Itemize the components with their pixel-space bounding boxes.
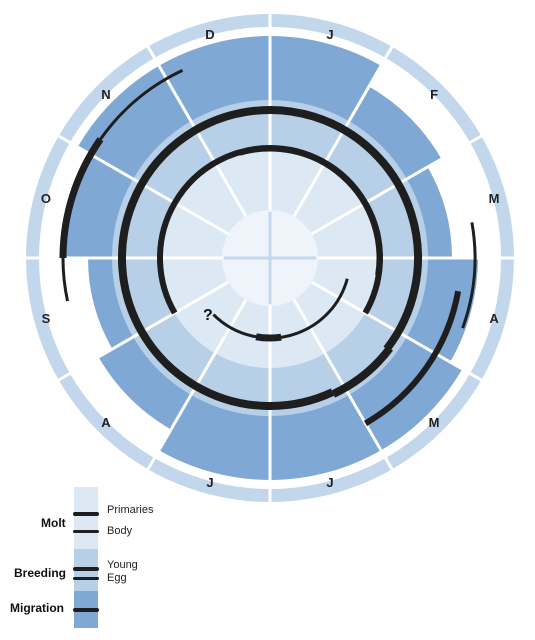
month-label: J [206, 475, 213, 490]
ring-migration-sector [98, 333, 195, 430]
ring-migration-sector [399, 167, 452, 258]
legend-group-breeding: Breeding [14, 566, 67, 580]
ring-migration-sector [88, 258, 141, 349]
ring-migration-sector [77, 65, 195, 183]
arc-breeding-egg [331, 345, 393, 398]
arc-migration-spring-outer [461, 222, 477, 329]
question-mark: ? [203, 307, 213, 324]
legend-item-young: Young [107, 559, 138, 571]
arc-molt-body-lower [212, 313, 298, 340]
month-label: M [489, 191, 500, 206]
month-label: D [205, 27, 214, 42]
ring-breeding-sector [330, 121, 407, 198]
month-label: S [42, 311, 51, 326]
timeline-arcs [59, 69, 477, 427]
arc-migration-spring-inner [363, 290, 462, 427]
ring-breeding-sector [133, 318, 210, 395]
legend-bar-egg [73, 577, 99, 580]
legend-bar-migration [73, 608, 99, 612]
month-label: A [489, 311, 499, 326]
arc-migration-autumn-tail [99, 69, 184, 141]
arc-migration-autumn [59, 137, 104, 259]
ring-breeding-sector [133, 121, 210, 198]
month-label: O [41, 191, 51, 206]
arc-molt-body-right [296, 278, 349, 335]
month-label: A [101, 415, 111, 430]
month-label: J [326, 475, 333, 490]
arc-molt-primaries-outer [157, 145, 383, 315]
ring-migration-sector [345, 86, 442, 183]
legend-item-egg: Egg [107, 572, 127, 584]
month-label: M [429, 415, 440, 430]
month-labels: J F M A M J J A S O N D [41, 27, 500, 490]
month-label: N [101, 87, 110, 102]
ring-breeding-sector [330, 318, 407, 395]
arc-breeding-young [118, 106, 422, 410]
legend-item-primaries: Primaries [107, 504, 154, 516]
legend-item-body: Body [107, 525, 133, 537]
legend-bar-young [73, 567, 99, 571]
legend-swatch-molt [74, 487, 98, 549]
arc-molt-body-thick [255, 333, 282, 342]
legend-group-migration: Migration [10, 601, 64, 615]
arc-molt-primaries-upper [239, 148, 380, 276]
legend-group-molt: Molt [41, 516, 66, 530]
legend-bar-primaries [73, 512, 99, 516]
month-label: F [430, 87, 438, 102]
legend-bar-body [73, 530, 99, 533]
month-label: J [326, 27, 333, 42]
